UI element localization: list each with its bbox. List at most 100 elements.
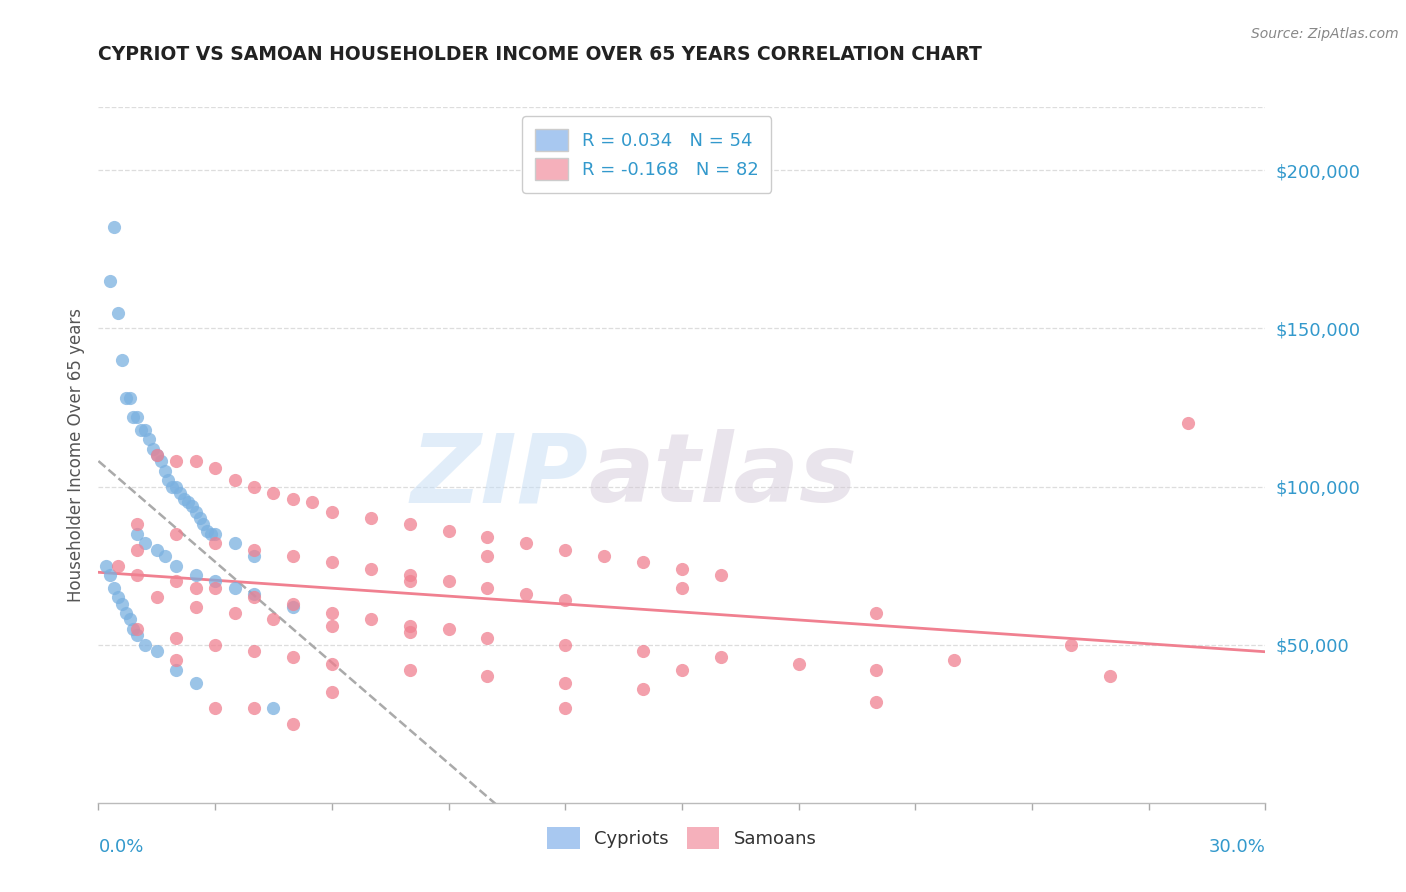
Point <box>134 536 156 550</box>
Point <box>224 473 246 487</box>
Point <box>193 517 215 532</box>
Point <box>224 581 246 595</box>
Point <box>204 527 226 541</box>
Point <box>321 556 343 570</box>
Point <box>477 669 499 683</box>
Point <box>243 549 266 563</box>
Point <box>224 606 246 620</box>
Point <box>204 574 226 589</box>
Point <box>437 524 460 538</box>
Point <box>554 593 576 607</box>
Point <box>180 499 202 513</box>
Point <box>224 536 246 550</box>
Point <box>107 558 129 573</box>
Text: CYPRIOT VS SAMOAN HOUSEHOLDER INCOME OVER 65 YEARS CORRELATION CHART: CYPRIOT VS SAMOAN HOUSEHOLDER INCOME OVE… <box>98 45 983 63</box>
Point <box>146 448 169 462</box>
Point <box>262 486 284 500</box>
Point <box>515 587 537 601</box>
Point <box>554 542 576 557</box>
Point <box>865 663 887 677</box>
Point <box>169 486 191 500</box>
Point <box>243 479 266 493</box>
Point <box>398 574 420 589</box>
Point <box>554 701 576 715</box>
Point <box>103 220 125 235</box>
Point <box>114 391 136 405</box>
Point <box>134 423 156 437</box>
Point <box>360 612 382 626</box>
Point <box>184 505 207 519</box>
Point <box>127 542 149 557</box>
Point <box>360 562 382 576</box>
Point <box>184 581 207 595</box>
Point <box>146 591 169 605</box>
Point <box>177 495 200 509</box>
Point <box>243 591 266 605</box>
Point <box>301 495 323 509</box>
Point <box>398 663 420 677</box>
Point <box>165 574 187 589</box>
Y-axis label: Householder Income Over 65 years: Householder Income Over 65 years <box>66 308 84 602</box>
Point <box>98 568 121 582</box>
Point <box>477 549 499 563</box>
Point <box>165 632 187 646</box>
Point <box>477 632 499 646</box>
Point <box>243 542 266 557</box>
Point <box>127 568 149 582</box>
Point <box>554 675 576 690</box>
Point <box>710 568 733 582</box>
Point <box>165 558 187 573</box>
Point <box>184 599 207 614</box>
Text: Source: ZipAtlas.com: Source: ZipAtlas.com <box>1251 27 1399 41</box>
Point <box>204 581 226 595</box>
Point <box>865 606 887 620</box>
Point <box>321 618 343 632</box>
Point <box>398 625 420 640</box>
Point <box>165 527 187 541</box>
Point <box>398 618 420 632</box>
Point <box>142 442 165 456</box>
Text: 0.0%: 0.0% <box>98 838 143 855</box>
Point <box>195 524 218 538</box>
Point <box>98 274 121 288</box>
Point <box>360 511 382 525</box>
Point <box>281 492 304 507</box>
Point <box>865 695 887 709</box>
Point <box>477 581 499 595</box>
Point <box>127 622 149 636</box>
Point <box>165 454 187 468</box>
Point <box>671 562 693 576</box>
Point <box>477 530 499 544</box>
Point <box>243 701 266 715</box>
Point <box>671 663 693 677</box>
Point <box>204 536 226 550</box>
Point <box>157 473 180 487</box>
Point <box>122 622 145 636</box>
Point <box>398 517 420 532</box>
Point <box>281 650 304 665</box>
Point <box>710 650 733 665</box>
Point <box>200 527 222 541</box>
Point <box>184 568 207 582</box>
Point <box>281 549 304 563</box>
Point <box>146 542 169 557</box>
Point <box>149 454 172 468</box>
Point <box>127 409 149 424</box>
Point <box>153 549 176 563</box>
Point <box>146 448 169 462</box>
Point <box>437 574 460 589</box>
Point <box>437 622 460 636</box>
Point <box>111 597 134 611</box>
Point <box>165 479 187 493</box>
Point <box>118 612 141 626</box>
Point <box>321 505 343 519</box>
Point <box>127 517 149 532</box>
Point <box>554 638 576 652</box>
Point <box>243 587 266 601</box>
Point <box>134 638 156 652</box>
Point <box>146 644 169 658</box>
Point <box>262 612 284 626</box>
Point <box>127 527 149 541</box>
Point <box>631 681 654 696</box>
Point <box>631 556 654 570</box>
